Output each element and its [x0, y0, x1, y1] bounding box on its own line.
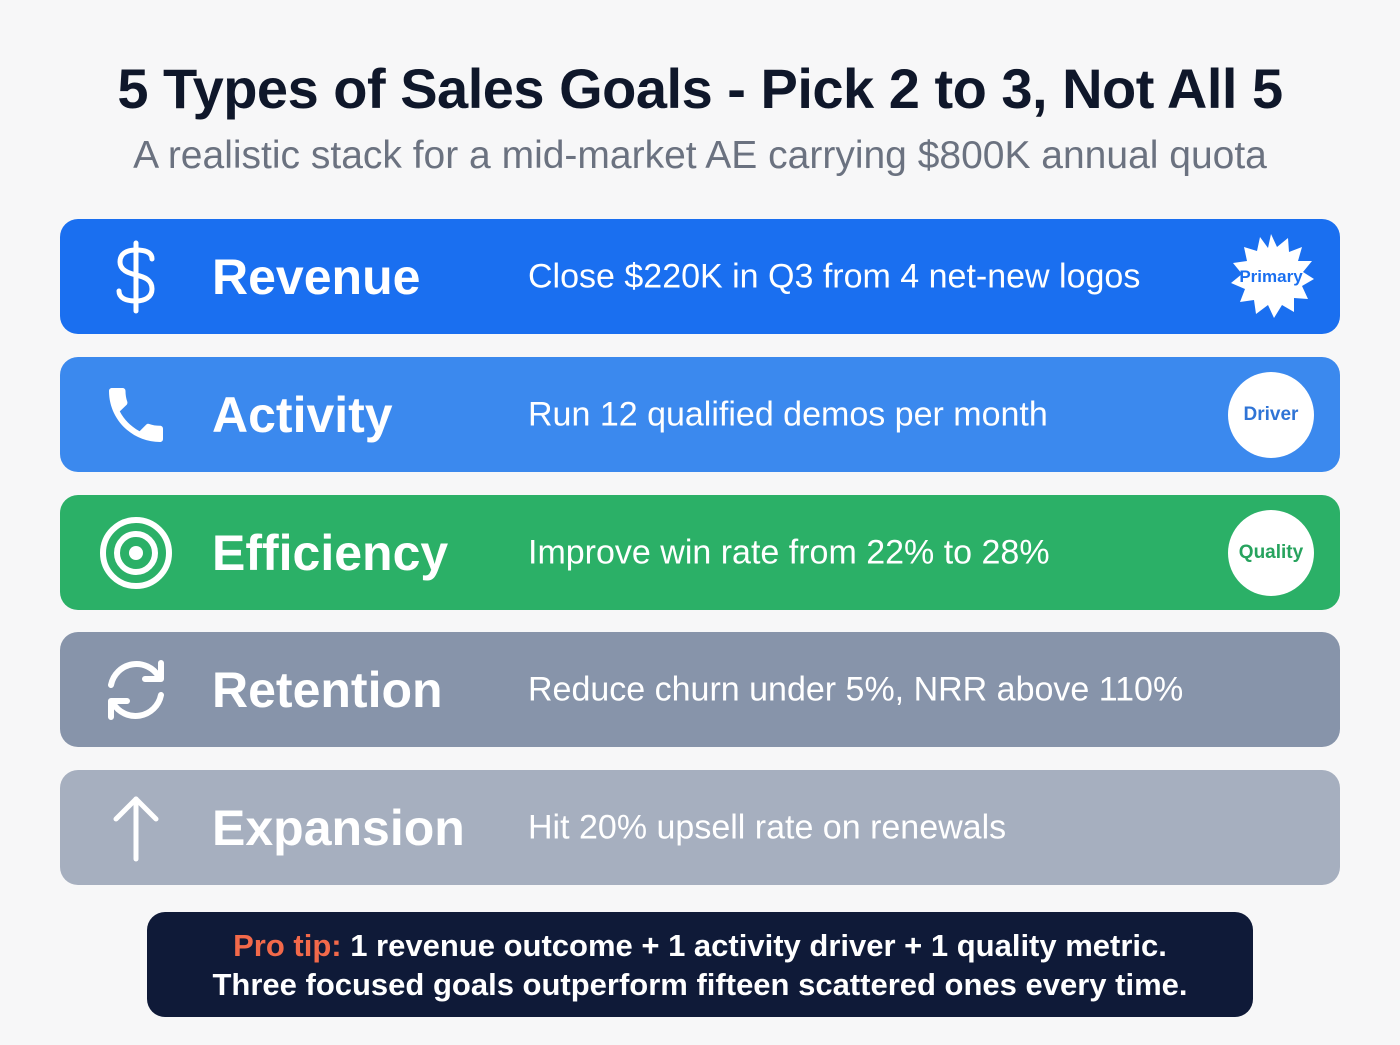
target-icon [96, 513, 176, 593]
goal-name: Revenue [212, 248, 421, 305]
badge-driver: Driver [1228, 371, 1314, 458]
pro-tip-line-1: Pro tip: 1 revenue outcome + 1 activity … [147, 926, 1253, 965]
goal-description: Reduce churn under 5%, NRR above 110% [528, 670, 1184, 708]
refresh-icon [96, 650, 176, 730]
goal-name: Efficiency [212, 524, 449, 581]
goal-name: Expansion [212, 799, 465, 856]
arrow-up-icon [96, 788, 176, 868]
pro-tip-box: Pro tip: 1 revenue outcome + 1 activity … [147, 912, 1253, 1017]
goal-row-expansion: Expansion Hit 20% upsell rate on renewal… [60, 770, 1340, 885]
badge-quality: Quality [1228, 509, 1314, 596]
goal-row-retention: Retention Reduce churn under 5%, NRR abo… [60, 632, 1340, 747]
badge-label: Primary [1239, 266, 1303, 286]
goal-description: Run 12 qualified demos per month [528, 395, 1048, 433]
goal-name: Activity [212, 386, 393, 443]
pro-tip-text: 1 revenue outcome + 1 activity driver + … [341, 928, 1167, 963]
pro-tip-line-2: Three focused goals outperform fifteen s… [212, 967, 1188, 1002]
goal-name: Retention [212, 661, 443, 718]
goal-row-efficiency: Efficiency Improve win rate from 22% to … [60, 495, 1340, 610]
page-title: 5 Types of Sales Goals - Pick 2 to 3, No… [117, 57, 1283, 120]
goal-description: Improve win rate from 22% to 28% [528, 533, 1050, 571]
goal-row-revenue: Revenue Close $220K in Q3 from 4 net-new… [60, 219, 1340, 334]
goal-description: Close $220K in Q3 from 4 net-new logos [528, 257, 1141, 295]
phone-icon [96, 375, 176, 455]
page-subtitle: A realistic stack for a mid-market AE ca… [133, 134, 1267, 177]
badge-primary: Primary [1228, 233, 1314, 320]
dollar-icon [96, 237, 176, 317]
goal-row-activity: Activity Run 12 qualified demos per mont… [60, 357, 1340, 472]
pro-tip-lead: Pro tip: [233, 928, 342, 963]
goal-description: Hit 20% upsell rate on renewals [528, 808, 1007, 846]
